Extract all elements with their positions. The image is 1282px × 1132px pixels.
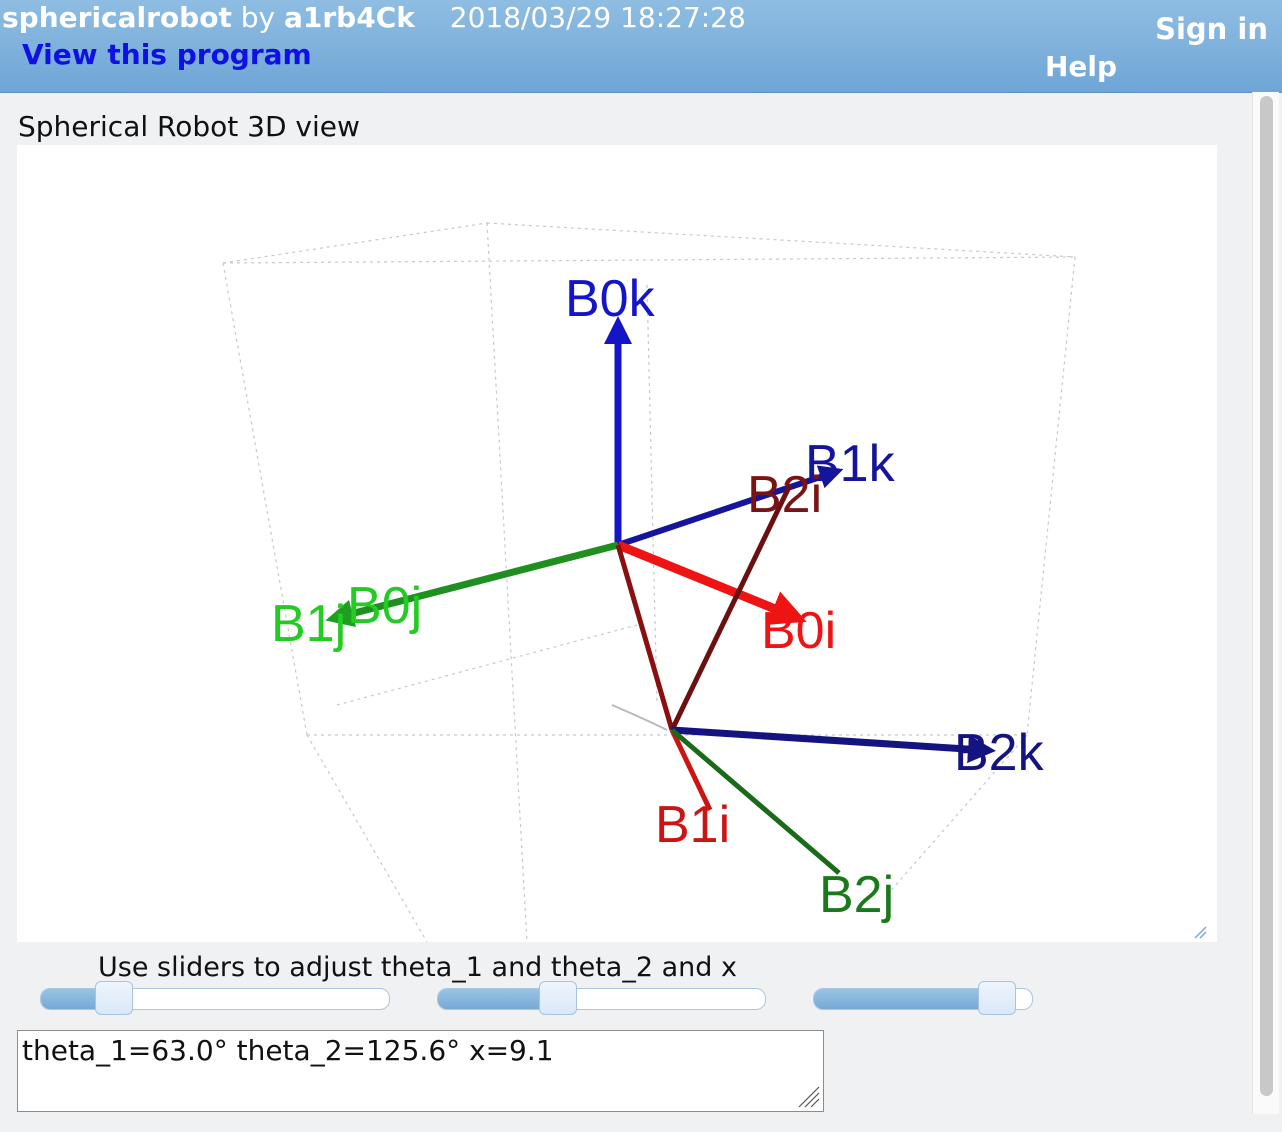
label-b2j: B2j xyxy=(819,866,894,924)
label-b1k: B1k xyxy=(805,435,896,493)
vector-b2k xyxy=(671,726,996,764)
3d-scene: B0k B1k B2i B0j B1j B0i B2k B1i B2j xyxy=(222,222,1207,942)
vertical-scrollbar[interactable] xyxy=(1252,92,1279,1114)
label-b0j: B0j xyxy=(347,577,422,635)
theta2-slider-handle[interactable] xyxy=(539,981,577,1015)
theta1-slider[interactable] xyxy=(40,981,390,1015)
program-name: sphericalrobot xyxy=(2,1,232,34)
label-b1i: B1i xyxy=(655,796,730,854)
vector-b2j xyxy=(670,728,841,875)
canvas-resize-grip[interactable] xyxy=(1194,926,1207,939)
theta2-slider-fill xyxy=(438,989,558,1009)
values-readout[interactable]: theta_1=63.0° theta_2=125.6° x=9.1 xyxy=(17,1030,824,1112)
label-b2k: B2k xyxy=(954,724,1045,782)
header-bar: sphericalrobot by a1rb4Ck 2018/03/29 18:… xyxy=(0,0,1282,93)
program-title: sphericalrobot by a1rb4Ck 2018/03/29 18:… xyxy=(2,1,746,34)
help-link[interactable]: Help xyxy=(1045,50,1118,83)
by-label: by xyxy=(240,1,276,34)
textarea-resize-grip[interactable] xyxy=(795,1083,821,1109)
scrollbar-thumb[interactable] xyxy=(1260,96,1273,1096)
label-b2i: B2i xyxy=(747,466,822,524)
bounding-box xyxy=(222,222,1076,942)
theta2-slider[interactable] xyxy=(437,981,766,1015)
label-b1j: B1j xyxy=(271,595,346,653)
instructions-text: Use sliders to adjust theta_1 and theta_… xyxy=(98,952,737,983)
theta1-slider-handle[interactable] xyxy=(95,981,133,1015)
label-b0k: B0k xyxy=(565,270,656,328)
x-slider-fill xyxy=(814,989,997,1009)
3d-view-canvas[interactable]: B0k B1k B2i B0j B1j B0i B2k B1i B2j xyxy=(17,145,1217,942)
vector-b0i xyxy=(616,540,807,625)
vector-b0j xyxy=(325,541,619,628)
vector-b1i xyxy=(669,728,713,812)
vector-b1-link xyxy=(615,544,675,731)
readout-text: theta_1=63.0° theta_2=125.6° x=9.1 xyxy=(22,1034,554,1067)
vector-b1k xyxy=(617,465,844,548)
label-b0i: B0i xyxy=(761,602,836,660)
rotation-arc xyxy=(611,704,668,731)
x-slider-handle[interactable] xyxy=(978,981,1016,1015)
x-slider[interactable] xyxy=(813,981,1033,1015)
sign-in-link[interactable]: Sign in xyxy=(1155,12,1268,46)
view-title: Spherical Robot 3D view xyxy=(18,110,360,143)
view-program-link[interactable]: View this program xyxy=(22,38,312,71)
author-name: a1rb4Ck xyxy=(284,1,415,34)
vector-b2i xyxy=(669,483,793,732)
program-timestamp: 2018/03/29 18:27:28 xyxy=(449,1,746,34)
